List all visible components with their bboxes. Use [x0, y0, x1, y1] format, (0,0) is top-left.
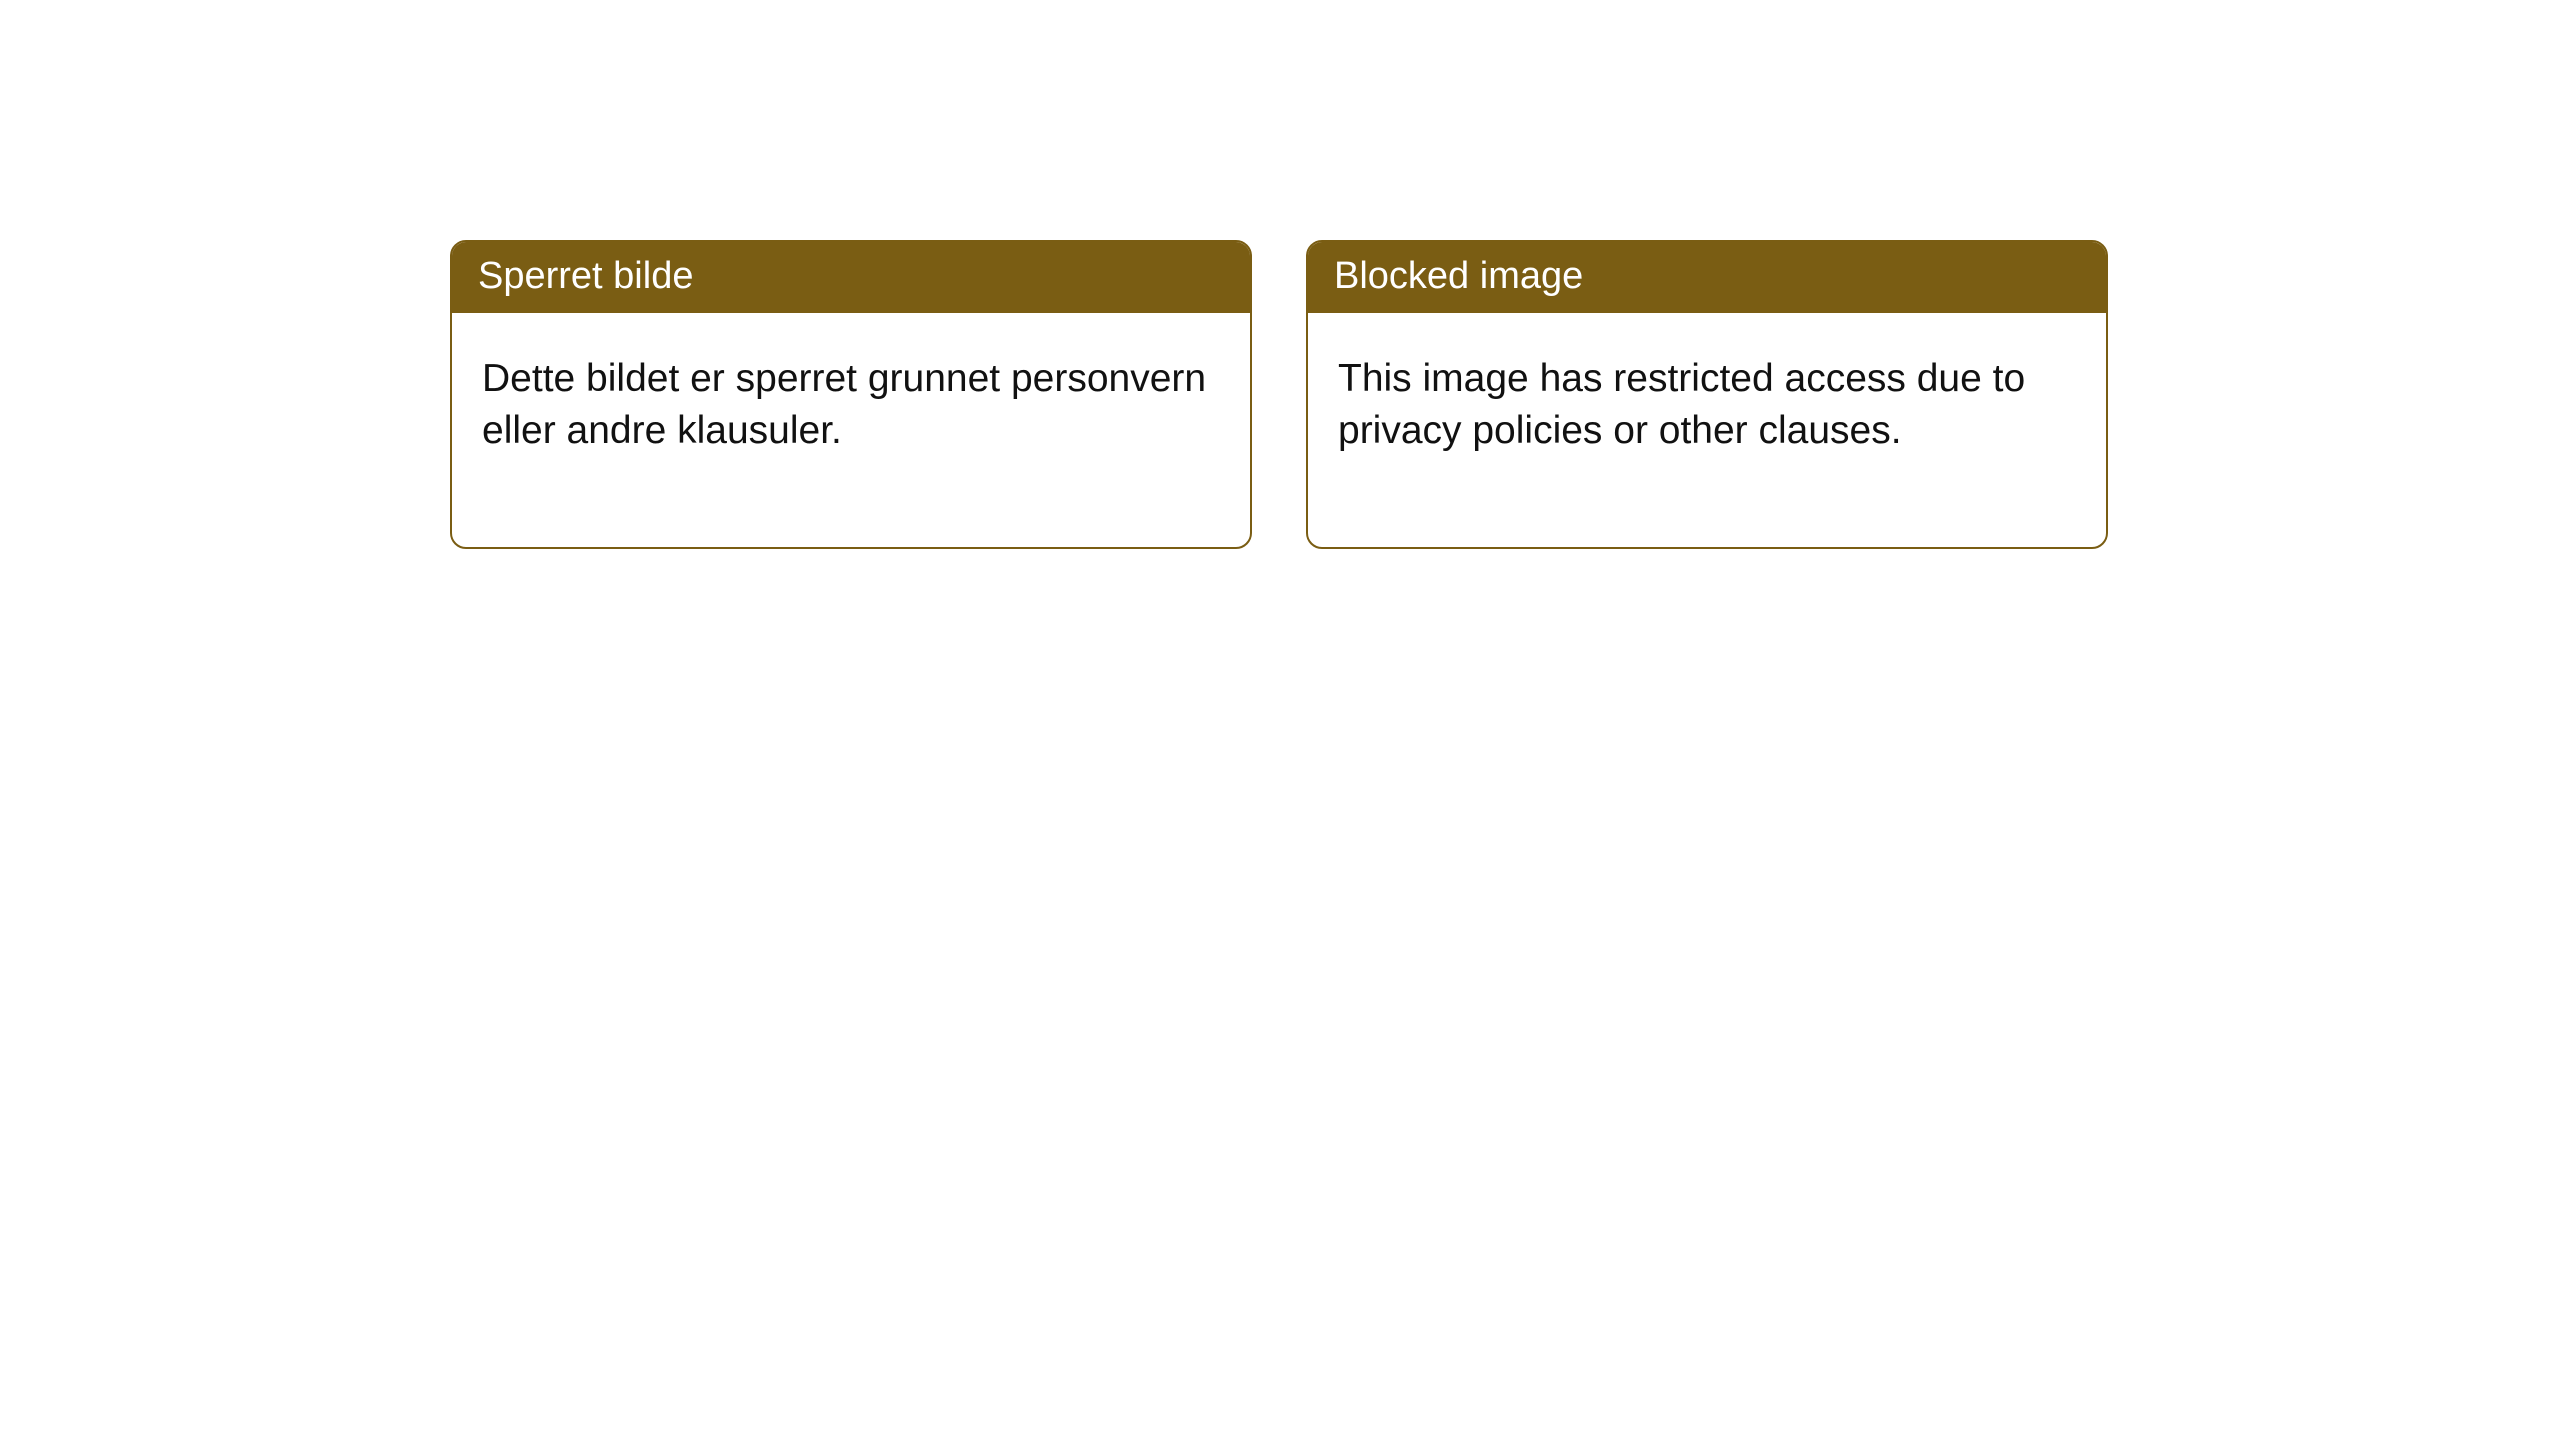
card-header: Blocked image: [1308, 242, 2106, 313]
card-title: Sperret bilde: [478, 255, 693, 297]
card-header: Sperret bilde: [452, 242, 1250, 313]
card-container: Sperret bilde Dette bildet er sperret gr…: [0, 0, 2560, 549]
card-body: This image has restricted access due to …: [1308, 313, 2106, 547]
blocked-image-card-en: Blocked image This image has restricted …: [1306, 240, 2108, 549]
card-body-text: This image has restricted access due to …: [1338, 357, 2025, 452]
card-title: Blocked image: [1334, 255, 1583, 297]
card-body: Dette bildet er sperret grunnet personve…: [452, 313, 1250, 547]
card-body-text: Dette bildet er sperret grunnet personve…: [482, 357, 1206, 452]
blocked-image-card-no: Sperret bilde Dette bildet er sperret gr…: [450, 240, 1252, 549]
